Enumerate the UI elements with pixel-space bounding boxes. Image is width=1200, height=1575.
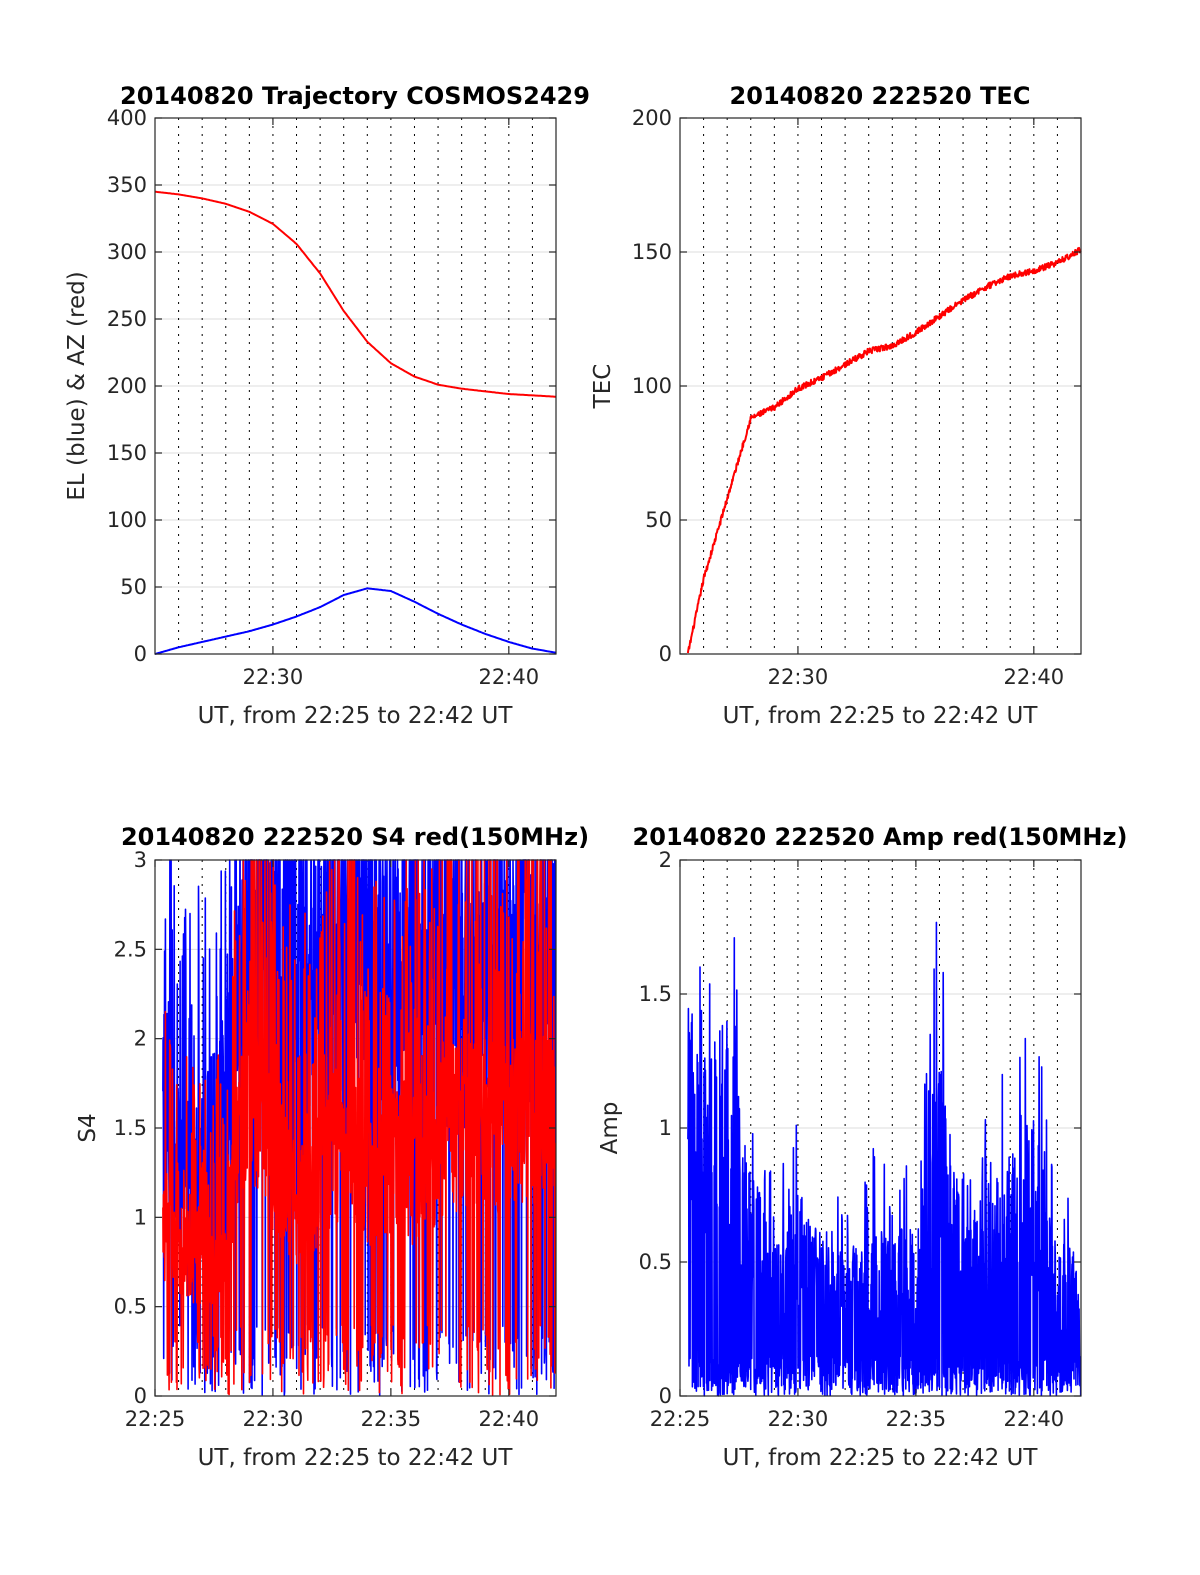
- y-tick-label: 3: [134, 848, 147, 872]
- series-line: [154, 587, 557, 655]
- y-tick-label: 400: [107, 106, 147, 130]
- y-tick-label: 2: [134, 1027, 147, 1051]
- y-tick-label: 1.5: [639, 982, 672, 1006]
- y-tick-label: 150: [632, 240, 672, 264]
- y-tick-label: 100: [632, 374, 672, 398]
- x-tick-label: 22:25: [650, 1407, 711, 1431]
- y-tick-label: 100: [107, 508, 147, 532]
- y-tick-label: 0.5: [639, 1250, 672, 1274]
- y-tick-label: 200: [107, 374, 147, 398]
- y-tick-label: 2.5: [114, 937, 147, 961]
- y-tick-label: 0: [134, 1384, 147, 1408]
- x-axis-label: UT, from 22:25 to 22:42 UT: [723, 703, 1039, 729]
- y-axis-label: Amp: [597, 1102, 623, 1155]
- y-tick-label: 0: [659, 642, 672, 666]
- y-tick-label: 2: [659, 848, 672, 872]
- chart-title: 20140820 222520 TEC: [730, 82, 1031, 110]
- x-tick-label: 22:30: [768, 1407, 829, 1431]
- y-tick-label: 1: [134, 1205, 147, 1229]
- y-tick-label: 0.5: [114, 1295, 147, 1319]
- panel-tec: 0 50 100 150 200 22:30 22:40 20140820 222520 T…: [590, 82, 1082, 729]
- x-axis-label: UT, from 22:25 to 22:42 UT: [198, 703, 514, 729]
- panel-amp: 0 0.5 1 1.5 2 22:25 22:30 22:35 22:40 20140820 2…: [597, 823, 1127, 1471]
- y-tick-label: 50: [645, 508, 672, 532]
- series-line: [162, 859, 557, 1396]
- chart-title: 20140820 222520 Amp red(150MHz): [633, 823, 1128, 851]
- y-tick-label: 0: [659, 1384, 672, 1408]
- x-tick-label: 22:30: [243, 665, 304, 689]
- y-tick-label: 350: [107, 173, 147, 197]
- x-tick-label: 22:30: [768, 665, 829, 689]
- x-tick-label: 22:40: [479, 665, 540, 689]
- x-tick-label: 22:35: [886, 1407, 947, 1431]
- y-tick-label: 150: [107, 441, 147, 465]
- x-tick-label: 22:40: [1004, 665, 1065, 689]
- y-tick-label: 200: [632, 106, 672, 130]
- y-axis-label: TEC: [590, 364, 616, 410]
- y-tick-label: 0: [134, 642, 147, 666]
- y-tick-label: 250: [107, 307, 147, 331]
- series-line: [154, 190, 556, 398]
- x-tick-label: 22:40: [479, 1407, 540, 1431]
- x-tick-label: 22:25: [125, 1407, 186, 1431]
- y-tick-label: 1.5: [114, 1116, 147, 1140]
- y-tick-label: 1: [659, 1116, 672, 1140]
- y-axis-label: EL (blue) & AZ (red): [64, 271, 90, 500]
- y-tick-label: 50: [120, 575, 147, 599]
- series-line: [686, 246, 1082, 654]
- series-line: [687, 921, 1082, 1397]
- x-axis-label: UT, from 22:25 to 22:42 UT: [723, 1445, 1039, 1471]
- y-tick-label: 300: [107, 240, 147, 264]
- chart-title: 20140820 Trajectory COSMOS2429: [120, 82, 590, 110]
- panel-trajectory: 0 50 100 150 200 250 300 350 400 22:30 22:40 20140…: [64, 82, 590, 729]
- chart-title: 20140820 222520 S4 red(150MHz): [121, 823, 589, 851]
- panel-s4: 0 0.5 1 1.5 2 2.5 3 22:25 22:30 22:35 22:40 201408…: [75, 823, 589, 1471]
- x-tick-label: 22:35: [361, 1407, 422, 1431]
- x-axis-label: UT, from 22:25 to 22:42 UT: [198, 1445, 514, 1471]
- y-axis-label: S4: [75, 1113, 101, 1142]
- x-tick-label: 22:40: [1004, 1407, 1065, 1431]
- x-tick-label: 22:30: [243, 1407, 304, 1431]
